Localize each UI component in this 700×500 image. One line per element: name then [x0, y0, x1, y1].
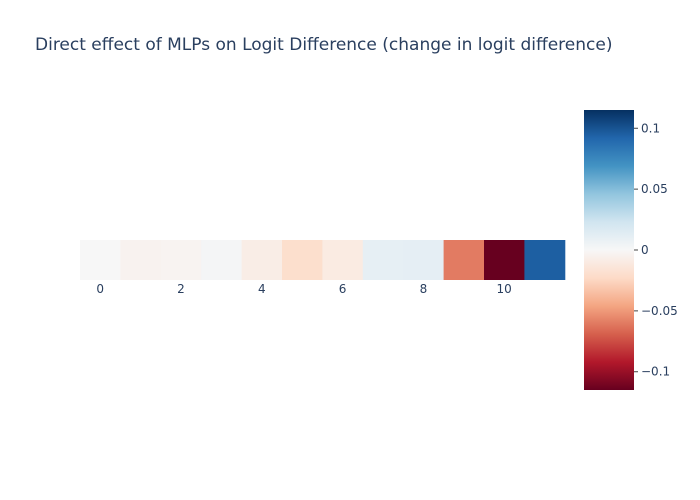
heatmap-cell-9 — [443, 240, 485, 280]
colorbar-tick-label: −0.05 — [641, 304, 678, 318]
x-axis-ticks: 0 2 4 6 8 10 — [96, 282, 511, 296]
heatmap-cell-10 — [484, 240, 525, 280]
heatmap-cell-2 — [160, 240, 202, 280]
heatmap-cell-6 — [322, 240, 364, 280]
x-tick-label: 2 — [177, 282, 185, 296]
colorbar-ticks: 0.1 0.05 0 −0.05 −0.1 — [634, 121, 678, 379]
x-tick-label: 10 — [497, 282, 512, 296]
x-tick-label: 8 — [420, 282, 428, 296]
colorbar-tick-label: 0 — [641, 243, 649, 257]
colorbar: 0.1 0.05 0 −0.05 −0.1 — [584, 110, 678, 390]
colorbar-tick-label: −0.1 — [641, 365, 670, 379]
heatmap-cell-5 — [282, 240, 323, 280]
x-tick-label: 0 — [96, 282, 104, 296]
heatmap-cell-0 — [80, 240, 121, 280]
heatmap-cell-4 — [241, 240, 283, 280]
heatmap-cell-1 — [120, 240, 162, 280]
heatmap-cell-7 — [362, 240, 404, 280]
x-tick-label: 4 — [258, 282, 266, 296]
heatmap-cell-11 — [524, 240, 566, 280]
chart-title: Direct effect of MLPs on Logit Differenc… — [35, 35, 612, 55]
colorbar-tick-label: 0.1 — [641, 121, 660, 135]
heatmap-cells — [80, 240, 566, 280]
colorbar-tick-label: 0.05 — [641, 182, 668, 196]
x-tick-label: 6 — [339, 282, 347, 296]
colorbar-gradient — [584, 110, 634, 390]
heatmap-cell-8 — [403, 240, 445, 280]
heatmap-cell-3 — [201, 240, 243, 280]
